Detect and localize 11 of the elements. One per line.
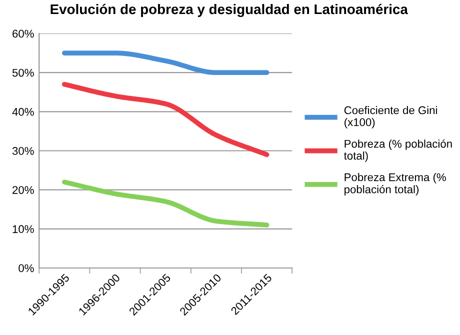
y-tick-label: 50%: [12, 68, 34, 77]
y-tick-label: 60%: [12, 30, 34, 38]
legend-label: Pobreza (% población total): [344, 139, 452, 162]
chart-title: Evolución de pobreza y desigualdad en Latinoamérica: [50, 4, 408, 17]
y-tick-label: 0%: [18, 264, 34, 272]
legend-label: Pobreza Extrema (% población total): [344, 173, 446, 196]
y-tick-label: 10%: [12, 225, 34, 234]
y-tick-label: 30%: [12, 147, 34, 155]
y-tick-label: 40%: [12, 108, 34, 116]
legend-label: Coeficiente de Gini (x100): [344, 106, 437, 128]
y-tick-label: 20%: [12, 186, 34, 194]
